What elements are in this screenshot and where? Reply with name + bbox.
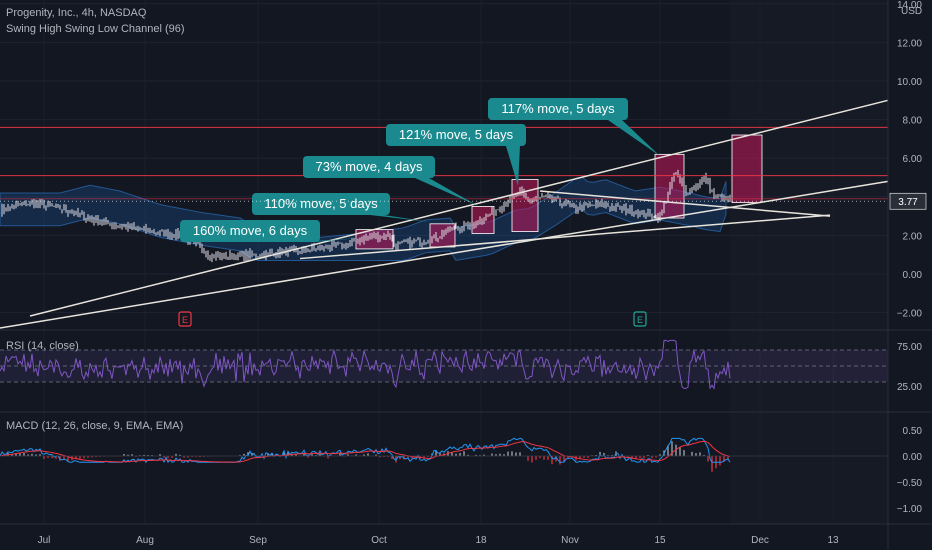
callout-box (180, 220, 320, 242)
callout-pointer (370, 215, 430, 222)
callout-box (252, 193, 390, 215)
trend-line (539, 190, 831, 217)
price-tick-label: 10.00 (897, 77, 922, 88)
callout-label: 160% move, 6 days (193, 223, 308, 238)
x-axis: Jul Aug Sep Oct 18 Nov 15 Dec 13 (38, 535, 839, 546)
callout-pointer (506, 146, 520, 186)
macd-tick-label: −0.50 (897, 478, 923, 489)
indicator-label: Swing High Swing Low Channel (96) (6, 23, 185, 35)
callout-label: 117% move, 5 days (501, 101, 615, 116)
x-tick-label: Aug (136, 535, 154, 546)
x-tick-label: Dec (751, 535, 769, 546)
callout-label: 110% move, 5 days (264, 196, 378, 211)
current-price-badge (889, 192, 927, 210)
rsi-tick-label: 75.00 (897, 342, 922, 353)
current-price-label: 3.77 (898, 197, 918, 208)
callout-box (386, 124, 526, 146)
chart-title: Progenity, Inc., 4h, NASDAQ (6, 7, 147, 19)
price-tick-label: 6.00 (903, 154, 923, 165)
pane-separators (0, 329, 932, 525)
x-tick-label: 13 (827, 535, 839, 546)
rsi-tick-label: 25.00 (897, 382, 922, 393)
rsi-line (0, 339, 731, 390)
callouts: 160% move, 6 days 110% move, 5 days 73% mo… (180, 98, 660, 242)
rsi-title: RSI (14, close) (6, 340, 79, 352)
macd-tick-label: 0.00 (903, 452, 923, 463)
macd-tick-label: −1.00 (897, 504, 923, 515)
price-tick-label: 12.00 (897, 38, 922, 49)
price-tick-label: 0.00 (903, 270, 923, 281)
macd-title: MACD (12, 26, close, 9, EMA, EMA) (6, 420, 184, 432)
callout-label: 121% move, 5 days (399, 127, 514, 142)
price-tick-label: −2.00 (897, 309, 923, 320)
earnings-marker-label: E (182, 315, 188, 325)
callout-pointer (608, 120, 660, 156)
trend-line (29, 99, 889, 317)
macd-pane (0, 437, 888, 472)
rsi-pane (0, 339, 888, 390)
x-tick-label: 18 (475, 535, 487, 546)
price-tick-label: 8.00 (903, 116, 923, 127)
highlight-box (471, 206, 495, 234)
signal-line (0, 440, 731, 463)
x-tick-label: 15 (654, 535, 666, 546)
macd-tick-label: 0.50 (903, 426, 923, 437)
future-area (730, 0, 888, 524)
callout-box (488, 98, 628, 120)
x-tick-label: Jul (38, 535, 51, 546)
highlight-box (511, 179, 539, 232)
trend-line (0, 180, 889, 329)
highlight-boxes (355, 134, 763, 250)
earnings-marker (178, 311, 192, 327)
x-tick-label: Nov (561, 535, 579, 546)
callout-label: 73% move, 4 days (316, 159, 423, 174)
x-tick-label: Oct (371, 535, 387, 546)
x-tick-label: Sep (249, 535, 267, 546)
callout-box (303, 156, 435, 178)
price-tick-label: 2.00 (903, 231, 923, 242)
highlight-box (731, 134, 763, 203)
trend-line (299, 214, 831, 260)
earnings-marker-label: E (637, 315, 643, 325)
price-tick-label: 14.00 (897, 0, 922, 11)
currency-label: USD (901, 6, 923, 17)
callout-pointer (415, 178, 478, 206)
earnings-marker (633, 311, 647, 327)
